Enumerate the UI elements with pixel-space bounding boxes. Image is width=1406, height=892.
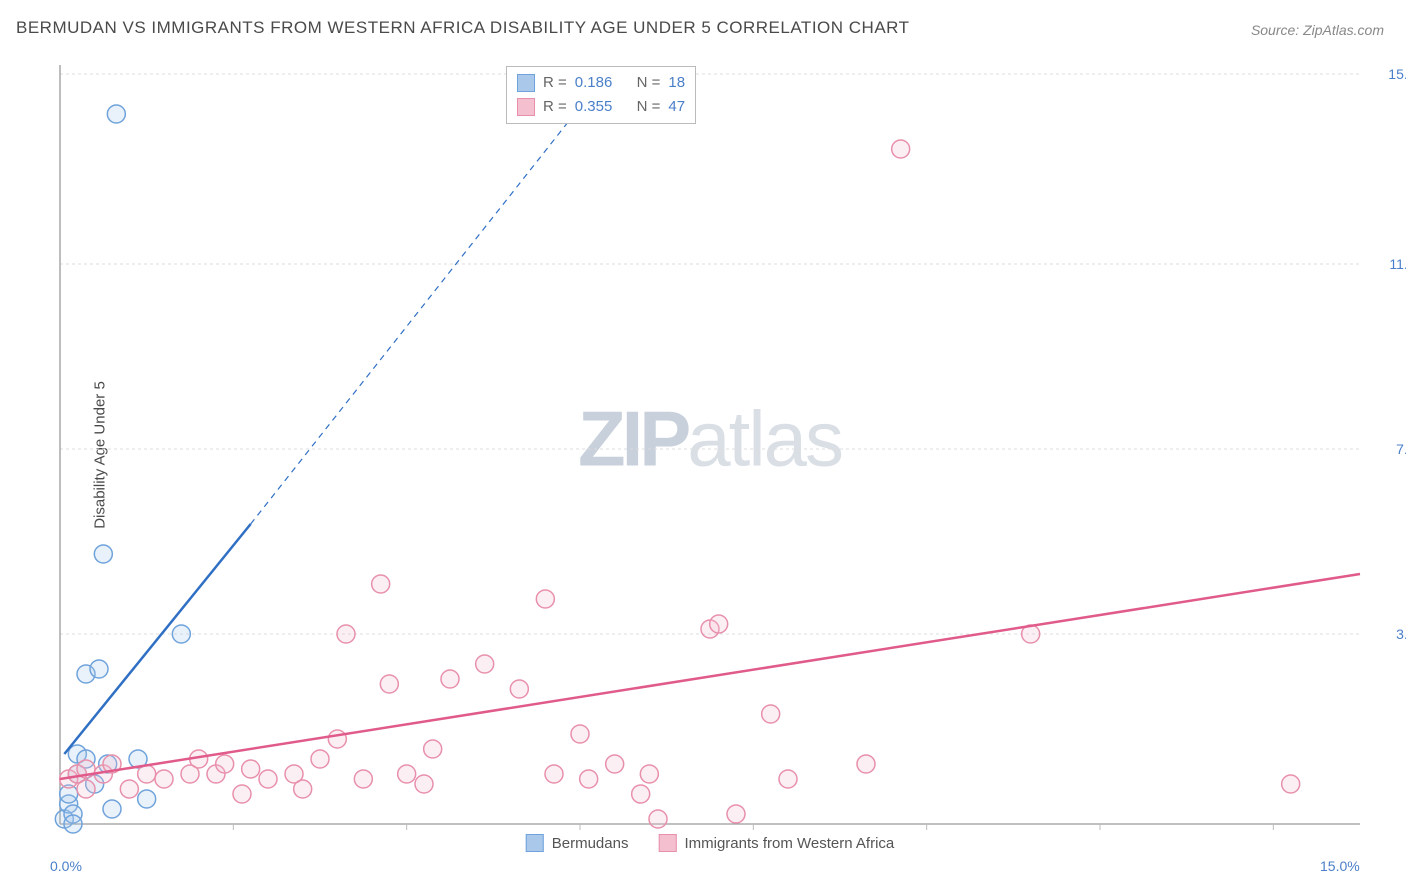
legend-r-value-0: 0.186 [575, 71, 613, 95]
legend-label-immigrants: Immigrants from Western Africa [684, 835, 894, 852]
chart-area: Disability Age Under 5 ZIPatlas R = 0.18… [50, 60, 1370, 850]
chart-title: BERMUDAN VS IMMIGRANTS FROM WESTERN AFRI… [16, 18, 910, 38]
swatch-bermudans [526, 834, 544, 852]
y-tick-label: 7.5% [1396, 441, 1406, 457]
source-attribution: Source: ZipAtlas.com [1251, 22, 1384, 38]
x-tick-label: 0.0% [50, 858, 82, 874]
correlation-legend: R = 0.186 N = 18 R = 0.355 N = 47 [506, 66, 696, 124]
legend-row-immigrants: R = 0.355 N = 47 [517, 95, 685, 119]
series-legend: Bermudans Immigrants from Western Africa [526, 834, 895, 852]
legend-r-label: R = [543, 95, 567, 119]
legend-item-bermudans: Bermudans [526, 834, 629, 852]
swatch-bermudans [517, 74, 535, 92]
scatter-plot-svg [50, 60, 1370, 850]
legend-n-label: N = [637, 71, 661, 95]
legend-item-immigrants: Immigrants from Western Africa [658, 834, 894, 852]
swatch-immigrants [517, 98, 535, 116]
legend-row-bermudans: R = 0.186 N = 18 [517, 71, 685, 95]
x-tick-label: 15.0% [1320, 858, 1360, 874]
legend-n-label: N = [637, 95, 661, 119]
swatch-immigrants [658, 834, 676, 852]
legend-r-value-1: 0.355 [575, 95, 613, 119]
y-tick-label: 3.8% [1396, 626, 1406, 642]
y-tick-label: 15.0% [1388, 66, 1406, 82]
legend-n-value-1: 47 [668, 95, 685, 119]
legend-r-label: R = [543, 71, 567, 95]
y-tick-label: 11.2% [1389, 256, 1406, 272]
legend-n-value-0: 18 [668, 71, 685, 95]
legend-label-bermudans: Bermudans [552, 835, 629, 852]
